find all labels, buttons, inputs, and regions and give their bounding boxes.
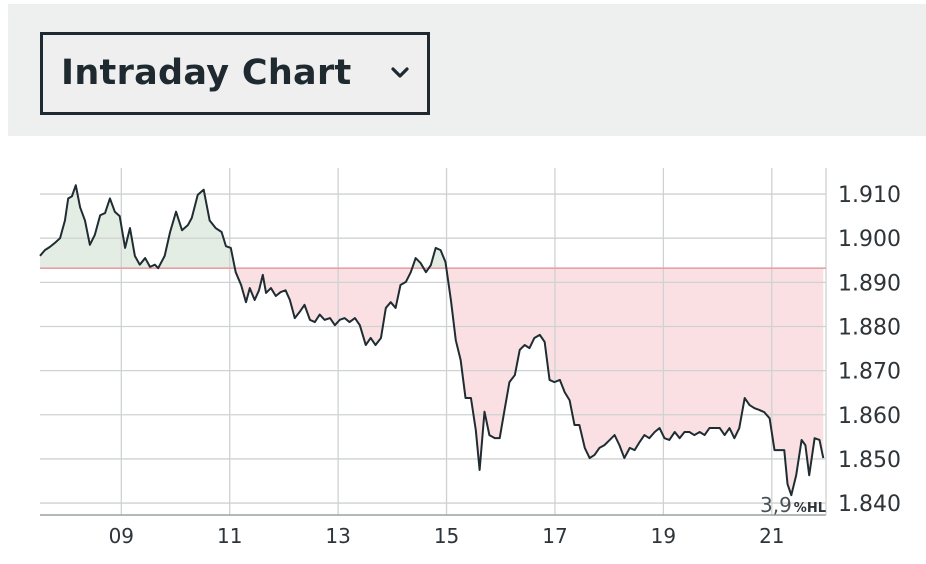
price-line: [39, 184, 825, 497]
x-tick-label: 09: [109, 524, 134, 548]
chart-selector[interactable]: Intraday Chart: [40, 32, 430, 115]
y-tick-label: 1.870: [838, 360, 901, 385]
chevron-icon: [391, 67, 409, 78]
y-tick-label: 1.850: [838, 448, 901, 473]
y-tick-label: 1.840: [838, 492, 901, 517]
x-tick-label: 11: [217, 524, 242, 548]
y-tick-label: 1.900: [838, 227, 901, 252]
y-tick-label: 1.910: [838, 183, 901, 208]
y-tick-label: 1.890: [838, 271, 901, 296]
area-below: [158, 268, 824, 496]
x-tick-label: 15: [434, 524, 459, 548]
area-above: [40, 185, 824, 269]
x-tick-label: 19: [651, 524, 676, 548]
annotation: 3,9 %HL: [760, 493, 826, 517]
annotation-unit: %HL: [794, 501, 826, 516]
header-panel: Intraday Chart: [8, 4, 926, 136]
selector-label: Intraday Chart: [61, 53, 352, 93]
x-tick-label: 17: [542, 524, 567, 548]
x-tick-label: 21: [759, 524, 784, 548]
x-tick-label: 13: [325, 524, 350, 548]
annotation-value: 3,9: [760, 493, 792, 517]
y-tick-label: 1.860: [838, 404, 901, 429]
y-tick-label: 1.880: [838, 315, 901, 340]
